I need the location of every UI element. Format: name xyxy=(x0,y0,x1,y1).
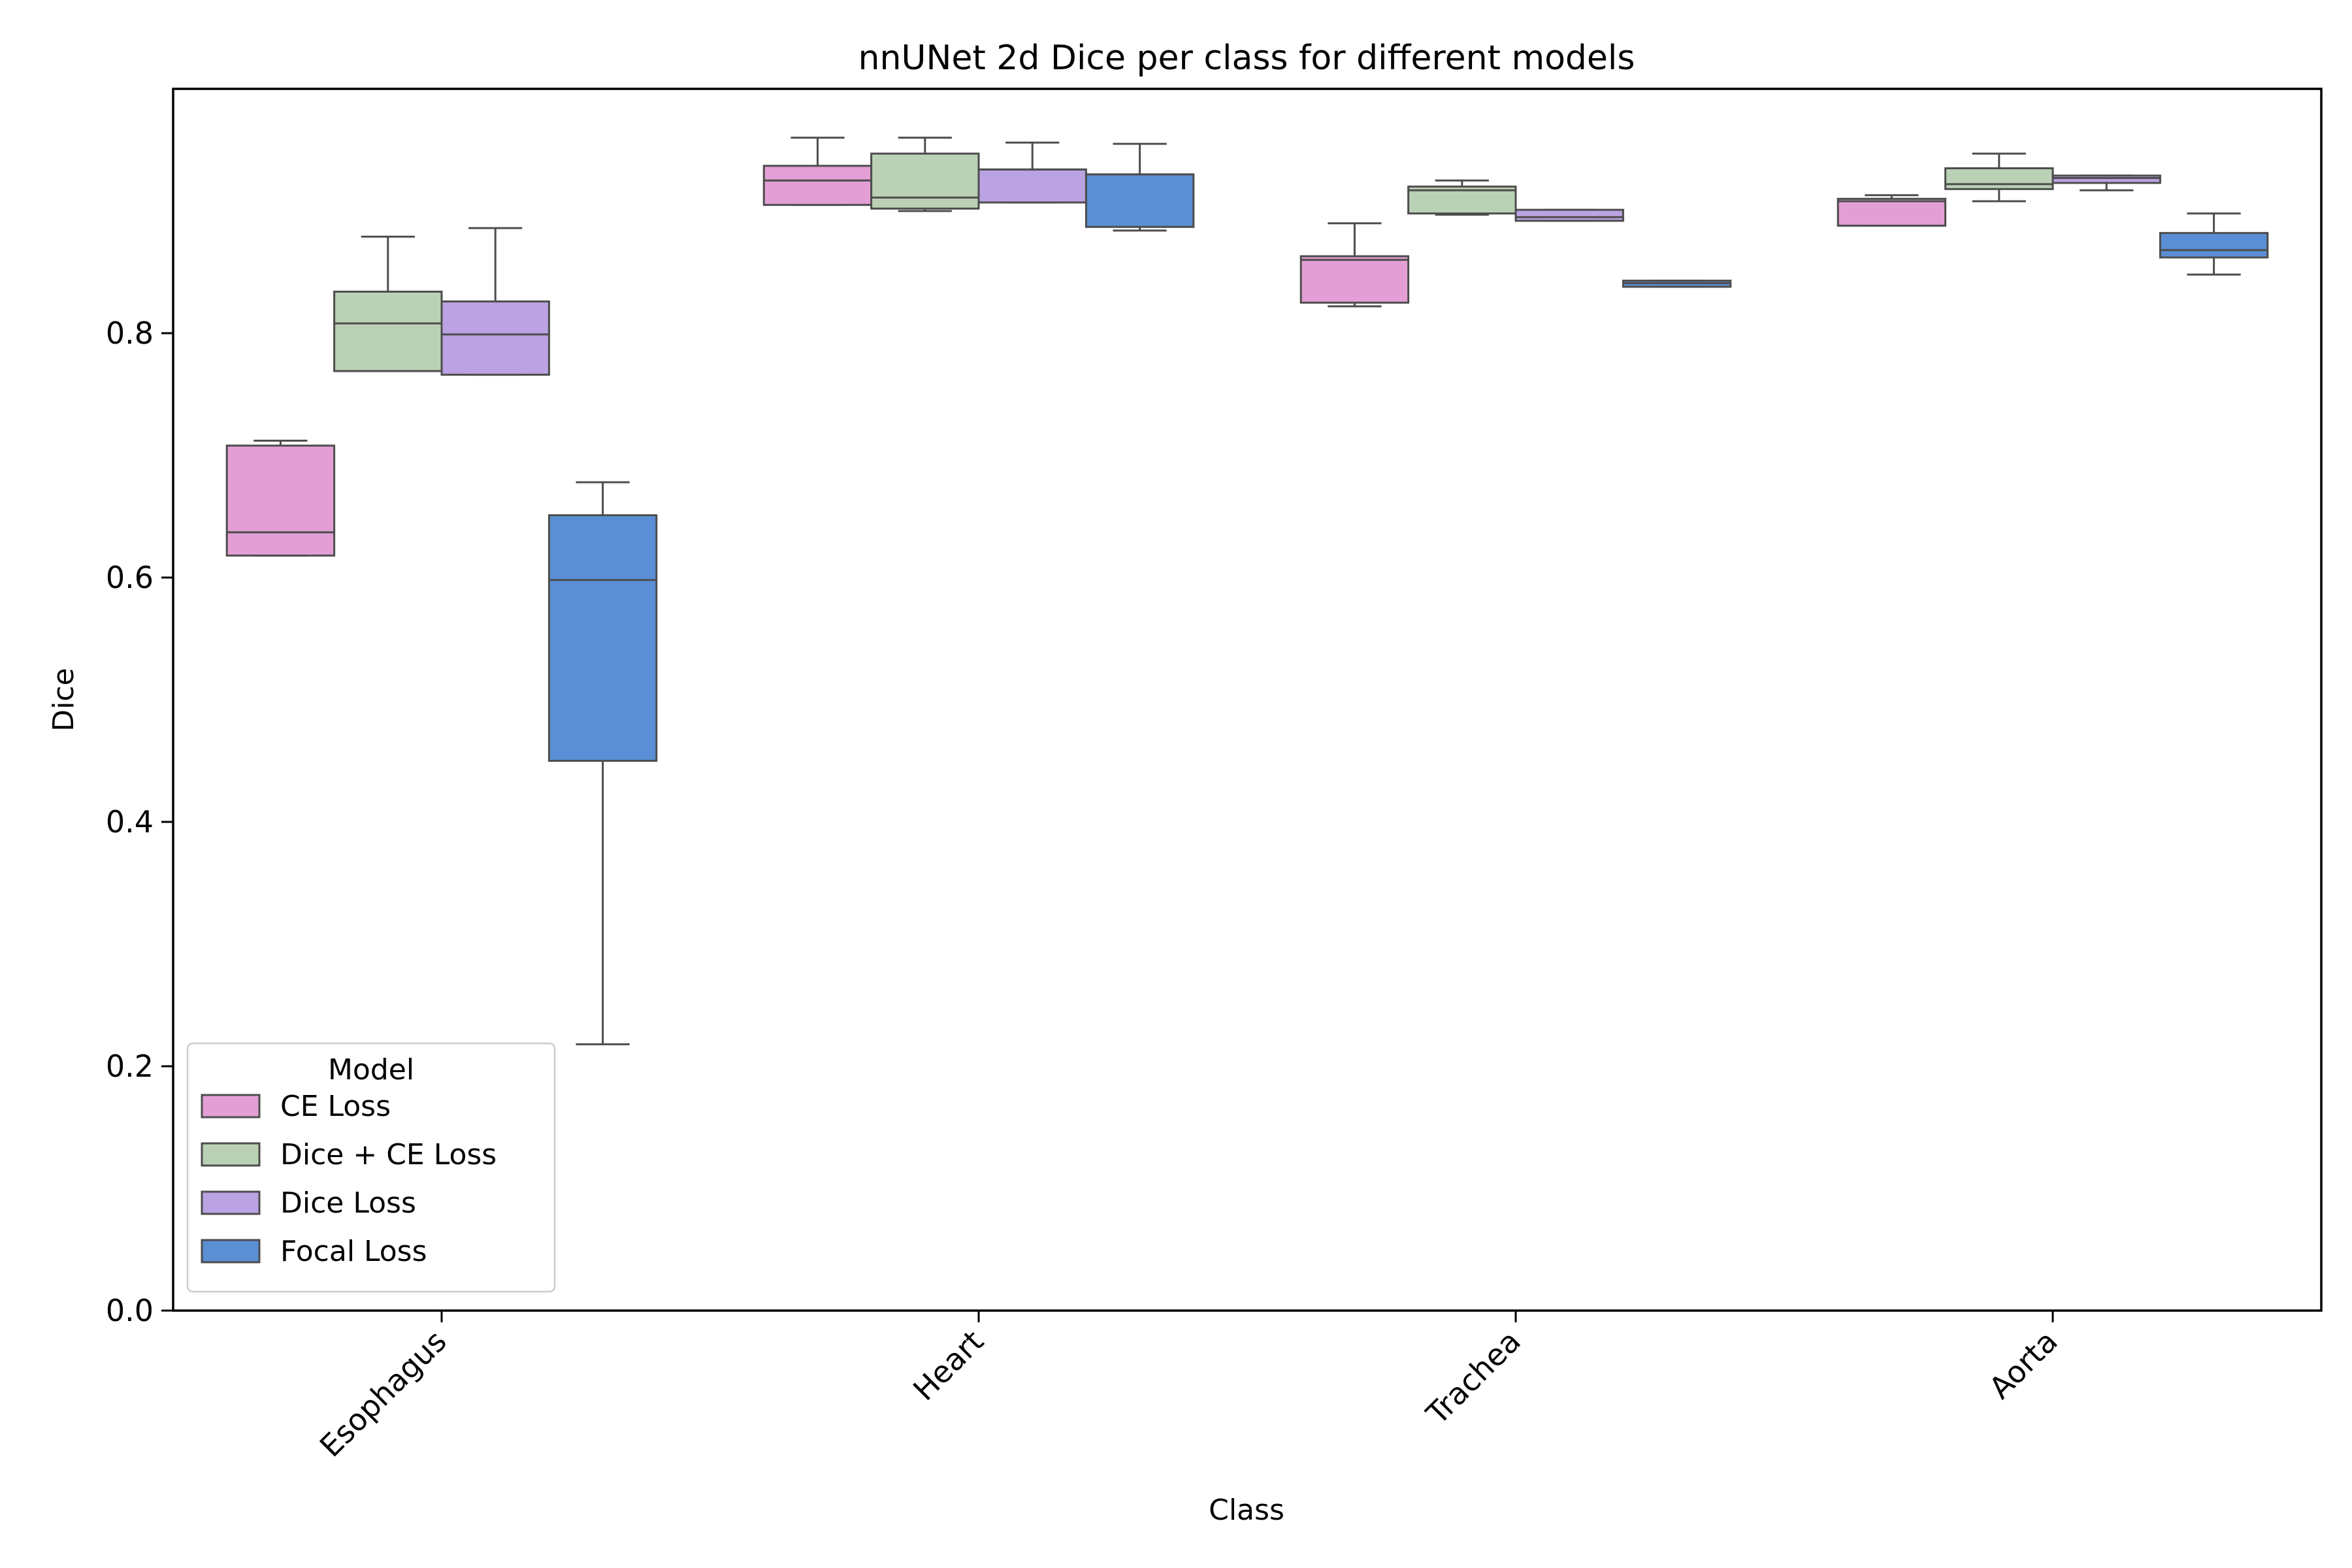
legend-entry-label: Dice Loss xyxy=(280,1186,416,1220)
box-iqr xyxy=(1514,208,1624,222)
box-iqr xyxy=(1837,197,1947,227)
legend-swatch xyxy=(201,1142,261,1167)
box-iqr xyxy=(225,444,336,557)
y-tick-label: 0.0 xyxy=(106,1293,154,1328)
y-tick-label: 0.2 xyxy=(106,1049,154,1084)
box-iqr xyxy=(977,168,1087,204)
box-dice-loss-esophagus xyxy=(440,227,550,376)
legend-entry-label: Dice + CE Loss xyxy=(280,1138,497,1171)
legend-swatch xyxy=(201,1239,261,1264)
y-axis-label: Dice xyxy=(47,668,80,731)
box-ce-loss-esophagus xyxy=(225,440,336,557)
box-dice-loss-aorta xyxy=(2051,174,2161,191)
box-dice-loss-heart xyxy=(977,141,1087,204)
box-iqr xyxy=(2159,232,2269,259)
box-iqr xyxy=(1085,173,1195,228)
box-ce-loss-trachea xyxy=(1299,222,1410,308)
box-iqr xyxy=(1299,255,1410,304)
y-tick-label: 0.6 xyxy=(106,560,154,595)
plot-frame xyxy=(172,88,2323,1312)
legend-swatch xyxy=(201,1094,261,1119)
legend-frame xyxy=(186,1042,556,1293)
box-focal-loss-aorta xyxy=(2159,212,2269,276)
y-tick-label: 0.4 xyxy=(106,804,154,840)
legend-title: Model xyxy=(328,1053,414,1086)
legend-entry-label: Focal Loss xyxy=(280,1235,427,1268)
y-tick-label: 0.8 xyxy=(106,316,154,351)
box-ce-loss-heart xyxy=(762,137,873,206)
box-focal-loss-heart xyxy=(1085,142,1195,232)
box-focal-loss-esophagus xyxy=(547,481,658,1045)
box-focal-loss-trachea xyxy=(1622,280,1732,288)
legend-swatch xyxy=(201,1190,261,1215)
box-dice-loss-trachea xyxy=(1514,208,1624,222)
box-iqr xyxy=(870,152,980,210)
box-iqr xyxy=(762,165,873,206)
box-iqr xyxy=(2051,174,2161,184)
box-iqr xyxy=(547,514,658,762)
legend: Model CE Loss Dice + CE Loss Dice Loss Focal… xyxy=(186,1042,556,1293)
y-axis: 0.0 0.2 0.4 0.6 0.8 xyxy=(106,316,173,1328)
box-ce-loss-aorta xyxy=(1837,194,1947,227)
box-dice-ce-loss-trachea xyxy=(1407,179,1517,216)
box-iqr xyxy=(1944,167,2054,190)
box-dice-ce-loss-heart xyxy=(870,137,980,212)
x-axis-label: Class xyxy=(1209,1494,1284,1527)
chart-title: nnUNet 2d Dice per class for different m… xyxy=(858,39,1635,78)
box-iqr xyxy=(440,300,550,376)
plot-area xyxy=(225,137,2269,1045)
legend-entry-label: CE Loss xyxy=(280,1090,391,1123)
box-iqr xyxy=(333,290,443,372)
